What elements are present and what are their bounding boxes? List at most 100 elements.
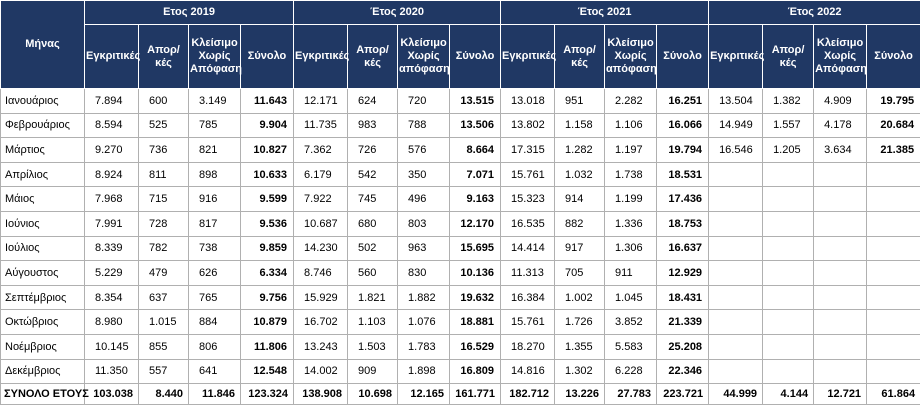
value-cell: 1.045 — [604, 284, 658, 311]
column-header: Σύνολο — [239, 24, 295, 89]
column-header: Κλείσιμο Χωρίς Απόφαση — [188, 24, 242, 89]
table-row: Ιούνιος 7.991 728 817 9.536 10.687 680 803 12.17… — [0, 210, 920, 237]
table-row: Απρίλιος 8.924 811 898 10.633 6.179 542 350 7.07… — [0, 161, 920, 188]
value-cell: 182.712 — [500, 383, 556, 406]
empty-cell — [813, 186, 868, 212]
table-row: Αύγουστος 5.229 479 626 6.334 8.746 560 830 10.1… — [0, 260, 920, 286]
value-cell: 25.208 — [656, 333, 710, 360]
empty-cell — [762, 161, 815, 188]
value-cell: 19.632 — [449, 284, 502, 311]
value-cell: 1.106 — [604, 112, 658, 139]
value-cell: 7.991 — [84, 210, 139, 237]
value-cell: 2.282 — [604, 88, 658, 114]
empty-cell — [762, 210, 815, 237]
table-row: Οκτώβριος 8.980 1.015 884 10.879 16.702 1.103 1… — [0, 309, 920, 335]
value-cell: 10.879 — [239, 309, 295, 335]
value-cell: 557 — [138, 358, 189, 385]
value-cell: 705 — [554, 260, 606, 286]
month-cell: ΣΥΝΟΛΟ ΕΤΟΥΣ — [0, 383, 89, 406]
empty-cell — [762, 260, 815, 286]
value-cell: 16.535 — [500, 210, 556, 237]
value-cell: 7.894 — [84, 88, 139, 114]
month-cell: Ιανουάριος — [0, 88, 85, 114]
empty-cell — [813, 284, 868, 311]
value-cell: 8.594 — [84, 112, 139, 139]
empty-cell — [866, 186, 920, 212]
value-cell: 14.949 — [708, 112, 764, 139]
column-header: Απορ/κές — [347, 24, 399, 89]
value-cell: 830 — [397, 260, 451, 286]
value-cell: 7.922 — [293, 186, 349, 212]
month-cell: Νοέμβριος — [0, 333, 85, 360]
value-cell: 637 — [138, 284, 189, 311]
value-cell: 525 — [138, 112, 189, 139]
value-cell: 817 — [188, 210, 241, 237]
value-cell: 18.531 — [656, 161, 710, 188]
column-header: Απορ/κές — [138, 24, 189, 89]
value-cell: 15.695 — [449, 235, 502, 262]
value-cell: 10.827 — [239, 137, 295, 163]
value-cell: 8.746 — [293, 260, 349, 286]
empty-cell — [708, 309, 764, 335]
empty-cell — [813, 210, 868, 237]
column-header: Εγκριτικές — [500, 24, 556, 89]
value-cell: 11.735 — [293, 112, 349, 139]
year-header: Έτος 2021 — [500, 0, 710, 25]
value-cell: 4.178 — [813, 112, 868, 139]
month-cell: Ιούλιος — [0, 235, 85, 262]
value-cell: 27.783 — [604, 383, 658, 406]
value-cell: 9.536 — [239, 210, 295, 237]
empty-cell — [866, 284, 920, 311]
empty-cell — [708, 358, 764, 385]
value-cell: 1.076 — [397, 309, 451, 335]
column-header: Απορ/κές — [762, 24, 815, 89]
value-cell: 626 — [188, 260, 241, 286]
value-cell: 803 — [397, 210, 451, 237]
value-cell: 951 — [554, 88, 606, 114]
value-cell: 10.136 — [449, 260, 502, 286]
empty-cell — [762, 235, 815, 262]
value-cell: 479 — [138, 260, 189, 286]
empty-cell — [708, 235, 764, 262]
value-cell: 1.002 — [554, 284, 606, 311]
value-cell: 13.504 — [708, 88, 764, 114]
value-cell: 14.816 — [500, 358, 556, 385]
value-cell: 898 — [188, 161, 241, 188]
value-cell: 911 — [604, 260, 658, 286]
month-cell: Οκτώβριος — [0, 309, 85, 335]
value-cell: 6.334 — [239, 260, 295, 286]
value-cell: 496 — [397, 186, 451, 212]
value-cell: 576 — [397, 137, 451, 163]
value-cell: 161.771 — [449, 383, 502, 406]
month-cell: Μάιος — [0, 186, 85, 212]
value-cell: 12.929 — [656, 260, 710, 286]
value-cell: 15.323 — [500, 186, 556, 212]
value-cell: 16.066 — [656, 112, 710, 139]
year-header: Έτος 2022 — [708, 0, 920, 25]
value-cell: 5.583 — [604, 333, 658, 360]
value-cell: 680 — [347, 210, 399, 237]
empty-cell — [866, 260, 920, 286]
value-cell: 1.103 — [347, 309, 399, 335]
value-cell: 3.634 — [813, 137, 868, 163]
value-cell: 882 — [554, 210, 606, 237]
value-cell: 765 — [188, 284, 241, 311]
value-cell: 6.228 — [604, 358, 658, 385]
value-cell: 1.282 — [554, 137, 606, 163]
value-cell: 1.382 — [762, 88, 815, 114]
value-cell: 9.270 — [84, 137, 139, 163]
column-header: Εγκριτικές — [84, 24, 140, 89]
month-cell: Σεπτέμβριος — [0, 284, 85, 311]
month-cell: Φεβρουάριος — [0, 112, 85, 139]
value-cell: 884 — [188, 309, 241, 335]
table-row: Μάιος 7.968 715 916 9.599 7.922 745 496 9.163 15.… — [0, 186, 920, 212]
value-cell: 16.637 — [656, 235, 710, 262]
column-header: Σύνολο — [866, 24, 920, 89]
value-cell: 9.859 — [239, 235, 295, 262]
empty-cell — [813, 309, 868, 335]
value-cell: 223.721 — [656, 383, 710, 406]
table-row: Νοέμβριος 10.145 855 806 11.806 13.243 1.503 1.… — [0, 333, 920, 360]
value-cell: 12.165 — [397, 383, 451, 406]
value-cell: 916 — [188, 186, 241, 212]
value-cell: 21.339 — [656, 309, 710, 335]
